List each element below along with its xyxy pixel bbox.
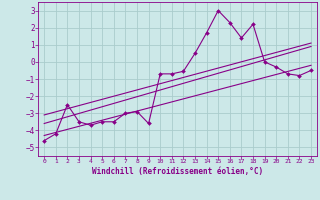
X-axis label: Windchill (Refroidissement éolien,°C): Windchill (Refroidissement éolien,°C)	[92, 167, 263, 176]
